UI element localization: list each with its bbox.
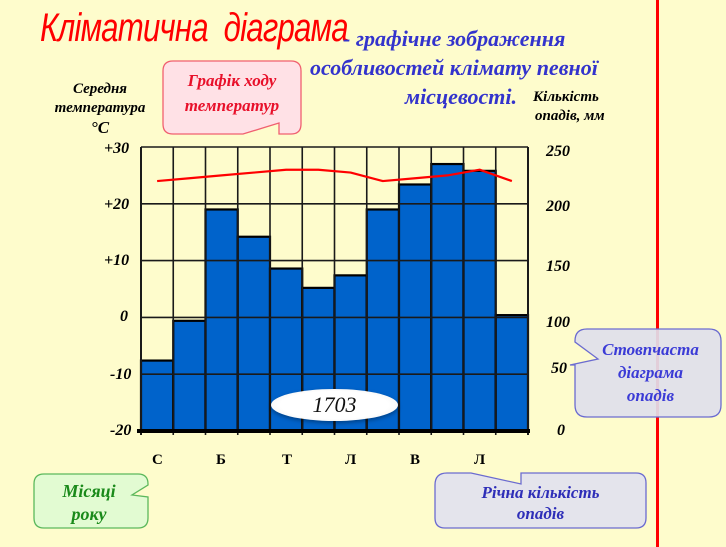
- definition-line-3: місцевості.: [405, 84, 517, 109]
- margin-line: [656, 0, 659, 547]
- left-tick: -20: [110, 422, 132, 439]
- precipitation-bar: [172, 319, 207, 433]
- precip-bars-callout-line-3: опадів: [626, 386, 675, 405]
- precipitation-bar: [494, 314, 530, 433]
- right-tick: 0: [557, 422, 565, 439]
- months-callout-line-2: року: [71, 504, 107, 524]
- left-tick: 0: [120, 308, 128, 325]
- precipitation-bar: [204, 208, 239, 433]
- precipitation-bar: [236, 235, 272, 433]
- temperature-callout-line-2: температур: [184, 96, 280, 115]
- chart-grid: [137, 146, 530, 435]
- annual-precip-callout-line-2: опадів: [516, 504, 565, 523]
- left-tick: +10: [104, 252, 130, 269]
- left-axis-label-unit: °С: [90, 118, 110, 137]
- precipitation-bar: [139, 359, 175, 433]
- months-callout-line-1: Місяці: [62, 481, 116, 501]
- left-axis-label-line-1: Середня: [72, 81, 128, 97]
- right-tick: 150: [546, 258, 570, 275]
- month-label: В: [410, 452, 421, 468]
- right-tick: 250: [546, 143, 570, 160]
- month-label: Л: [345, 452, 357, 468]
- right-tick: 200: [546, 198, 570, 215]
- definition-line-2: особливостей клімату певної: [310, 55, 598, 80]
- month-label: Т: [282, 452, 293, 468]
- left-tick: -10: [110, 366, 132, 383]
- annual-total-badge: 1703: [271, 389, 398, 421]
- precipitation-bar: [462, 169, 497, 433]
- left-axis-label: Середня температура °С: [40, 80, 160, 137]
- right-tick: 50: [551, 360, 567, 377]
- right-axis-label-line-1: Кількість: [533, 89, 599, 105]
- annual-precip-callout-line-1: Річна кількість: [481, 483, 600, 502]
- left-tick: +20: [104, 196, 130, 213]
- definition-line-1: - графічне зображення: [343, 26, 566, 51]
- month-label: Б: [216, 452, 226, 468]
- precip-bars-callout-line-2: діаграма: [617, 363, 684, 382]
- left-axis-label-line-2: температура: [54, 100, 146, 116]
- precipitation-bar: [397, 183, 433, 433]
- month-label: Л: [474, 452, 486, 468]
- precip-bars-callout-line-1: Стовпчаста: [602, 340, 699, 359]
- temperature-line: [157, 168, 513, 183]
- right-axis-label-line-2: опадів, мм: [535, 108, 605, 124]
- annual-total-value: 1703: [312, 392, 357, 417]
- right-axis-label: Кількість опадів, мм: [533, 88, 643, 126]
- left-tick: +30: [104, 140, 130, 157]
- temperature-callout-line-1: Графік ходу: [187, 71, 277, 90]
- right-tick: 100: [546, 314, 570, 331]
- month-label: С: [152, 452, 163, 468]
- page-title: Кліматична діаграма: [40, 6, 349, 50]
